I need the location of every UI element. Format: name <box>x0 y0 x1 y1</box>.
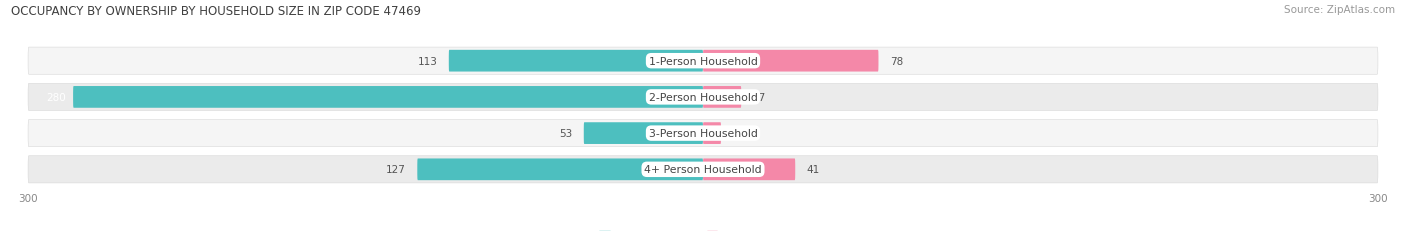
Text: 3-Person Household: 3-Person Household <box>648 128 758 139</box>
FancyBboxPatch shape <box>418 159 703 180</box>
FancyBboxPatch shape <box>449 51 703 72</box>
Text: 280: 280 <box>46 92 66 103</box>
Text: 78: 78 <box>890 56 903 66</box>
Text: 4+ Person Household: 4+ Person Household <box>644 165 762 175</box>
Text: 113: 113 <box>418 56 437 66</box>
FancyBboxPatch shape <box>28 120 1378 147</box>
Text: 8: 8 <box>733 128 740 139</box>
Text: 2-Person Household: 2-Person Household <box>648 92 758 103</box>
FancyBboxPatch shape <box>28 48 1378 75</box>
FancyBboxPatch shape <box>28 84 1378 111</box>
Text: 1-Person Household: 1-Person Household <box>648 56 758 66</box>
Text: 17: 17 <box>752 92 766 103</box>
FancyBboxPatch shape <box>73 87 703 108</box>
FancyBboxPatch shape <box>703 51 879 72</box>
FancyBboxPatch shape <box>583 123 703 144</box>
FancyBboxPatch shape <box>703 159 796 180</box>
FancyBboxPatch shape <box>703 123 721 144</box>
Text: Source: ZipAtlas.com: Source: ZipAtlas.com <box>1284 5 1395 15</box>
Text: 41: 41 <box>807 165 820 175</box>
Text: 127: 127 <box>387 165 406 175</box>
FancyBboxPatch shape <box>28 156 1378 183</box>
Text: 53: 53 <box>560 128 572 139</box>
FancyBboxPatch shape <box>703 87 741 108</box>
Text: OCCUPANCY BY OWNERSHIP BY HOUSEHOLD SIZE IN ZIP CODE 47469: OCCUPANCY BY OWNERSHIP BY HOUSEHOLD SIZE… <box>11 5 422 18</box>
